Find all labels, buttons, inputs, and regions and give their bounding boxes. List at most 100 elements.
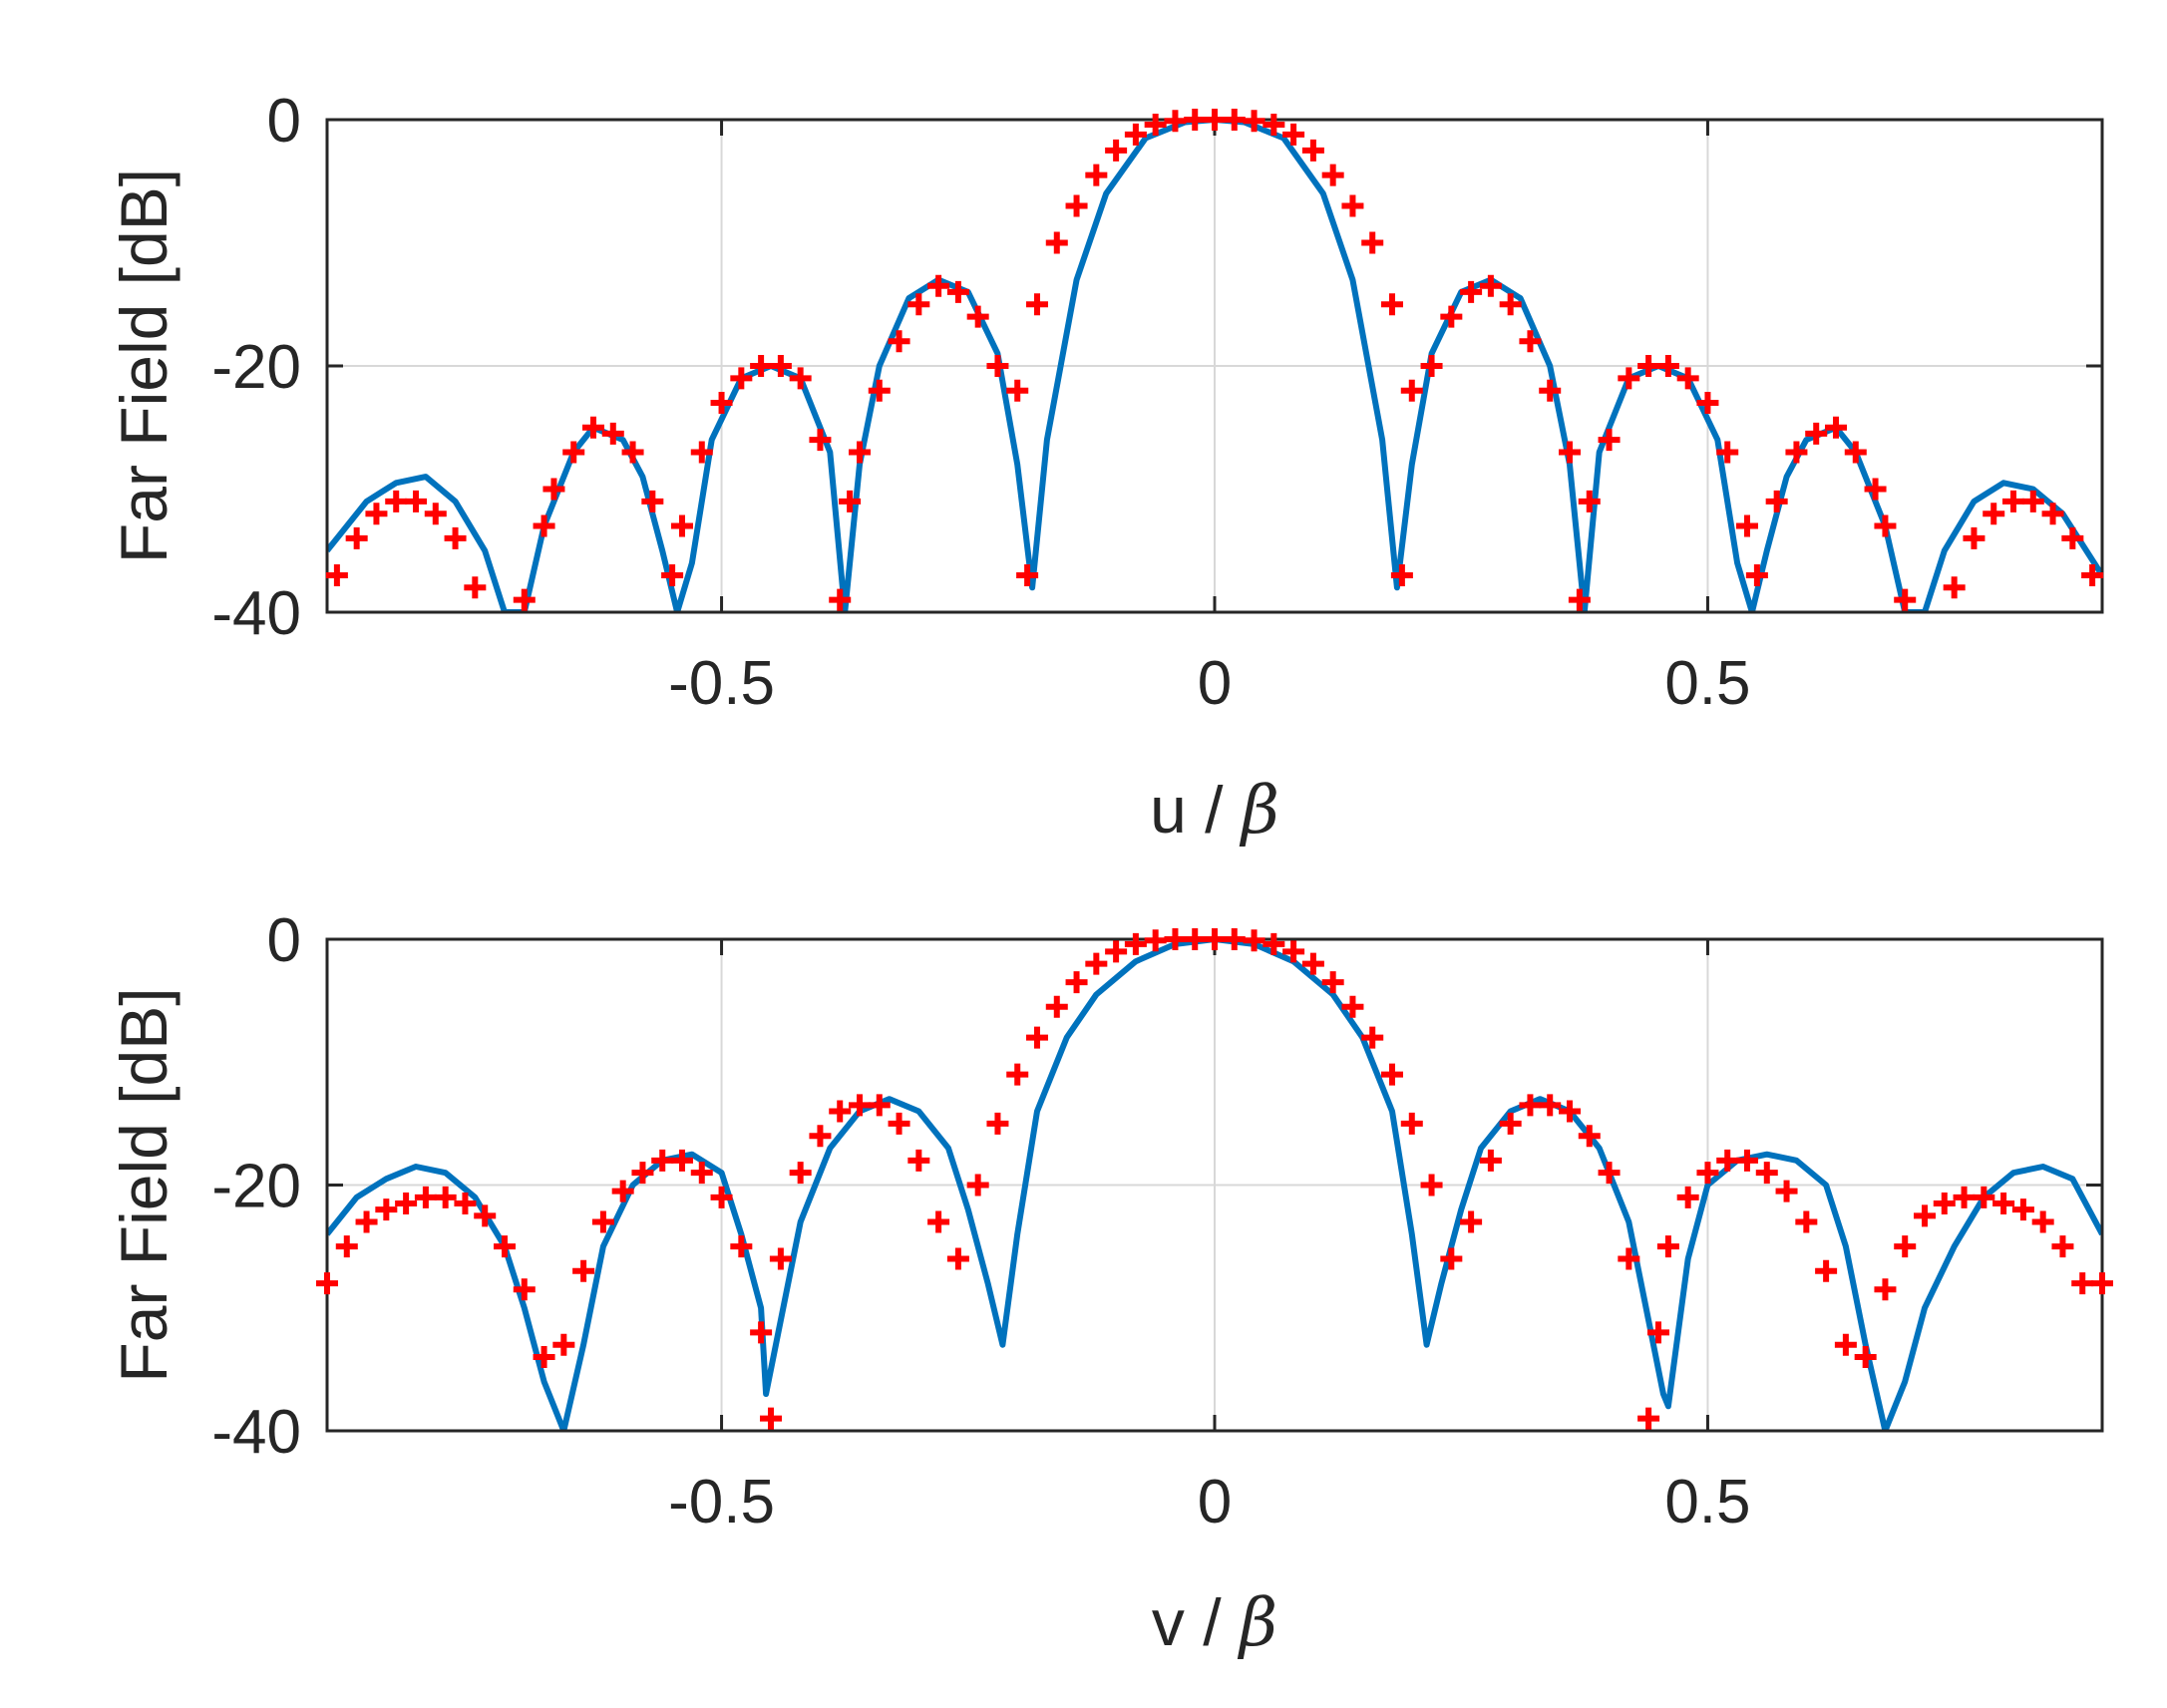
v-cut-x-axis-label: v / β: [1152, 1584, 1277, 1661]
v-cut-data-marker: [946, 1247, 969, 1270]
u-cut-data-marker: [1943, 576, 1966, 599]
v-cut-data-marker: [533, 1346, 555, 1369]
v-cut-data-marker: [1085, 952, 1108, 975]
v-cut-data-marker: [316, 1272, 338, 1295]
u-cut-data-marker: [1184, 109, 1207, 131]
u-cut-data-marker: [690, 441, 713, 464]
v-cut-data-marker: [829, 1100, 852, 1123]
u-cut-data-marker: [1618, 367, 1640, 390]
u-cut-data-marker: [464, 576, 487, 599]
u-cut-data-marker: [1736, 514, 1758, 537]
u-cut-data-marker: [671, 514, 693, 537]
v-cut-data-marker: [1124, 932, 1147, 955]
u-cut-data-marker: [1559, 441, 1581, 464]
u-cut-data-marker: [1874, 514, 1897, 537]
v-cut-data-marker: [2091, 1272, 2113, 1295]
v-cut-data-marker: [1105, 940, 1128, 963]
v-cut-data-marker: [1834, 1333, 1857, 1356]
u-cut-data-marker: [809, 429, 832, 452]
v-cut-data-marker: [1479, 1149, 1502, 1172]
u-cut-data-marker: [927, 274, 950, 297]
u-cut-data-marker: [1805, 422, 1828, 445]
v-cut-data-marker: [1539, 1094, 1562, 1117]
u-cut-data-marker: [1105, 139, 1128, 162]
v-cut-data-marker: [1321, 971, 1344, 994]
u-cut-data-marker: [2041, 503, 2064, 525]
u-cut-data-marker: [1321, 164, 1344, 186]
v-cut-data-marker: [1381, 1063, 1403, 1086]
u-cut-y-tick-label: 0: [267, 87, 301, 156]
v-cut-data-marker: [1953, 1186, 1976, 1208]
u-cut-data-marker: [513, 588, 536, 611]
v-cut-data-marker: [474, 1204, 497, 1227]
v-cut-data-marker: [395, 1192, 418, 1214]
v-cut-data-marker: [1400, 1112, 1423, 1135]
v-cut-data-marker: [1992, 1192, 2015, 1214]
v-cut-data-marker: [591, 1210, 614, 1233]
u-cut-data-marker: [1460, 280, 1483, 303]
u-cut-data-marker: [2061, 526, 2084, 549]
v-cut-y-tick-label: 0: [267, 906, 301, 975]
v-cut-x-tick-label: 0.5: [1664, 1468, 1750, 1537]
v-cut-data-marker: [1933, 1192, 1956, 1214]
u-cut-data-marker: [1440, 305, 1463, 328]
u-cut-data-marker: [829, 588, 852, 611]
u-cut-data-marker: [710, 392, 733, 415]
v-cut-data-marker: [572, 1259, 595, 1282]
v-cut-data-marker: [1815, 1259, 1838, 1282]
u-cut-y-tick-label: -20: [211, 333, 301, 402]
v-cut-data-marker: [1637, 1407, 1660, 1430]
u-cut-marker-series: [325, 109, 2104, 611]
v-cut-data-marker: [1676, 1186, 1699, 1208]
v-cut-data-marker: [750, 1321, 773, 1344]
v-cut-data-marker: [1914, 1204, 1936, 1227]
v-cut-data-marker: [809, 1125, 832, 1148]
v-cut-data-marker: [454, 1192, 477, 1214]
u-cut-data-marker: [405, 490, 427, 512]
u-cut-data-marker: [1144, 113, 1167, 136]
v-cut-data-marker: [2051, 1235, 2074, 1258]
u-cut-data-marker: [1223, 109, 1246, 131]
v-cut-data-marker: [1578, 1125, 1601, 1148]
u-cut-data-marker: [562, 441, 585, 464]
v-cut-data-marker: [1874, 1278, 1897, 1301]
v-cut-data-marker: [1519, 1094, 1542, 1117]
v-cut-data-marker: [611, 1180, 634, 1202]
u-cut-data-marker: [849, 441, 871, 464]
v-cut-data-marker: [1894, 1235, 1917, 1258]
v-cut-data-marker: [710, 1186, 733, 1208]
u-cut-data-marker: [769, 355, 792, 377]
v-cut-x-tick-label: -0.5: [668, 1468, 775, 1537]
v-cut-data-marker: [414, 1186, 437, 1208]
u-cut-data-marker: [345, 526, 368, 549]
u-cut-data-marker: [533, 514, 555, 537]
u-cut-data-marker: [1716, 441, 1739, 464]
u-cut-data-marker: [424, 503, 447, 525]
u-cut-data-marker: [601, 422, 624, 445]
u-cut-data-marker: [325, 563, 348, 586]
u-cut-data-marker: [1785, 441, 1808, 464]
v-cut-data-marker: [1460, 1210, 1483, 1233]
v-cut-data-marker: [1775, 1180, 1798, 1202]
u-cut-data-marker: [1825, 416, 1847, 439]
v-cut-data-marker: [1263, 932, 1285, 955]
v-cut-data-marker: [730, 1235, 753, 1258]
u-cut-data-marker: [1016, 563, 1039, 586]
u-cut-data-marker: [1026, 293, 1048, 316]
u-cut-model-curve: [327, 120, 2102, 612]
v-cut-data-marker: [1184, 928, 1207, 950]
u-cut-data-marker: [1341, 194, 1364, 217]
u-cut-data-marker: [1361, 231, 1384, 254]
u-cut-x-axis-label-text: u /: [1150, 773, 1242, 847]
v-cut-data-marker: [2011, 1198, 2034, 1221]
v-cut-data-marker: [1795, 1210, 1818, 1233]
v-cut-x-axis-label-text: v /: [1152, 1585, 1240, 1659]
v-cut-data-marker: [1006, 1063, 1029, 1086]
v-cut-data-marker: [1696, 1162, 1719, 1185]
u-cut-data-marker: [839, 490, 862, 512]
u-cut-data-marker: [789, 367, 812, 390]
u-cut-y-axis-label: Far Field [dB]: [107, 169, 181, 563]
u-cut-data-marker: [2081, 563, 2104, 586]
v-cut-y-tick-label: -40: [211, 1398, 301, 1467]
